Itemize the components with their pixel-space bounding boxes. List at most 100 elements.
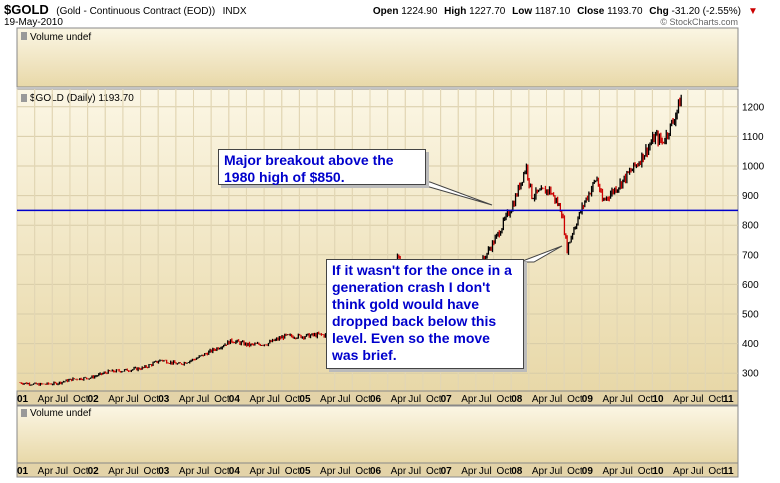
x-tick-label: Apr: [391, 394, 407, 405]
x-tick-label: 06: [370, 466, 382, 477]
quote-ohlc: Open 1224.90 High 1227.70 Low 1187.10 Cl…: [373, 6, 741, 17]
breakout-annotation: Major breakout above the 1980 high of $8…: [218, 149, 426, 185]
crash-callout-pointer: [519, 245, 563, 263]
x-axis-band-bottom: [16, 462, 739, 478]
x-tick-label: Oct: [638, 466, 654, 477]
volume-icon: [21, 409, 27, 417]
x-tick-label: 10: [652, 394, 664, 405]
quote-date: 19-May-2010: [4, 17, 63, 28]
x-tick-label: Oct: [426, 394, 442, 405]
x-tick-label: Oct: [638, 394, 654, 405]
x-tick-label: 08: [511, 466, 523, 477]
x-tick-label: 05: [299, 394, 311, 405]
x-tick-label: Apr: [461, 466, 477, 477]
x-tick-label: Apr: [673, 394, 689, 405]
x-tick-label: Jul: [620, 466, 633, 477]
x-tick-label: Apr: [179, 394, 195, 405]
x-tick-label: Apr: [602, 466, 618, 477]
x-tick-label: Jul: [479, 394, 492, 405]
y-tick-label: 1200: [742, 102, 765, 113]
x-tick-label: Oct: [144, 466, 160, 477]
x-tick-label: 09: [582, 466, 594, 477]
x-tick-label: Apr: [461, 394, 477, 405]
x-tick-label: 05: [299, 466, 311, 477]
x-tick-label: Oct: [285, 394, 301, 405]
x-tick-label: Jul: [408, 466, 421, 477]
price-gridlines: [16, 89, 738, 391]
x-tick-label: Jul: [691, 394, 704, 405]
crash-annotation: If it wasn't for the once in a generatio…: [326, 259, 524, 369]
bottom-volume-panel: [16, 405, 739, 464]
y-tick-label: 700: [742, 250, 759, 261]
x-tick-label: Jul: [408, 394, 421, 405]
x-tick-label: Oct: [214, 466, 230, 477]
top-volume-label: Volume undef: [30, 32, 91, 43]
price-panel-label: $GOLD (Daily) 1193.70: [30, 93, 134, 104]
y-tick-label: 1100: [742, 132, 764, 143]
x-tick-label: 08: [511, 394, 523, 405]
x-tick-label: Jul: [126, 466, 139, 477]
x-tick-label: Apr: [320, 466, 336, 477]
x-tick-label: Apr: [249, 466, 265, 477]
y-tick-label: 500: [742, 310, 759, 321]
x-tick-label: Apr: [320, 394, 336, 405]
x-axis-top: 01 Apr Jul Oct 02 Apr Jul Oct 03 Apr Jul Oct 04 Apr Ju…: [17, 394, 734, 405]
x-tick-label: 02: [88, 394, 100, 405]
x-tick-label: Oct: [708, 466, 724, 477]
x-tick-label: Jul: [550, 466, 563, 477]
x-tick-label: Jul: [55, 466, 68, 477]
stockcharts-watermark: © StockCharts.com: [660, 17, 738, 27]
x-tick-label: 07: [441, 466, 453, 477]
x-tick-label: Apr: [532, 466, 548, 477]
x-tick-label: Oct: [497, 394, 513, 405]
y-tick-label: 300: [742, 369, 759, 380]
x-tick-label: Oct: [426, 466, 442, 477]
price-legend-icon: [21, 94, 27, 102]
x-tick-label: 07: [441, 394, 453, 405]
x-tick-label: 01: [17, 466, 29, 477]
x-tick-label: 11: [723, 466, 734, 477]
x-tick-label: Jul: [126, 394, 139, 405]
x-tick-label: 03: [158, 394, 170, 405]
x-tick-label: Jul: [479, 466, 492, 477]
x-tick-label: 09: [582, 394, 594, 405]
x-tick-label: Jul: [197, 394, 210, 405]
x-tick-label: Jul: [267, 394, 280, 405]
x-tick-label: Jul: [338, 466, 351, 477]
x-tick-label: Oct: [144, 394, 160, 405]
x-tick-label: 11: [723, 394, 734, 405]
x-tick-label: Oct: [285, 466, 301, 477]
x-axis-bottom: 01 Apr Jul Oct 02 Apr Jul Oct 03 Apr Jul Oct 04 Apr Ju…: [17, 466, 734, 477]
y-tick-label: 1000: [742, 161, 765, 172]
x-tick-label: Jul: [267, 466, 280, 477]
x-tick-label: Apr: [179, 466, 195, 477]
x-tick-label: Apr: [602, 394, 618, 405]
y-tick-label: 600: [742, 280, 759, 291]
x-tick-label: Oct: [355, 466, 371, 477]
y-tick-label: 900: [742, 191, 759, 202]
x-tick-label: Apr: [38, 394, 54, 405]
x-tick-label: 06: [370, 394, 382, 405]
x-tick-label: Oct: [708, 394, 724, 405]
x-tick-label: 01: [17, 394, 29, 405]
x-tick-label: Apr: [249, 394, 265, 405]
x-tick-label: Apr: [108, 394, 124, 405]
price-y-axis: 300 400 500 600 700 800 900 1000 1100 1200: [742, 102, 765, 379]
x-tick-label: Oct: [567, 394, 583, 405]
x-axis-band-top: [16, 390, 739, 406]
x-tick-label: Jul: [620, 394, 633, 405]
x-tick-label: Apr: [38, 466, 54, 477]
x-tick-label: Apr: [532, 394, 548, 405]
top-volume-panel: [16, 27, 739, 88]
bottom-volume-label: Volume undef: [30, 408, 91, 419]
x-tick-label: Apr: [673, 466, 689, 477]
x-tick-label: Oct: [73, 466, 89, 477]
x-tick-label: Oct: [567, 466, 583, 477]
x-tick-label: Apr: [108, 466, 124, 477]
y-tick-label: 400: [742, 339, 759, 350]
volume-icon: [21, 32, 27, 40]
chg-down-icon: ▼: [748, 6, 758, 17]
symbol-title: $GOLD (Gold - Continuous Contract (EOD))…: [4, 1, 247, 18]
x-tick-label: 04: [229, 394, 241, 405]
x-tick-label: 10: [652, 466, 664, 477]
